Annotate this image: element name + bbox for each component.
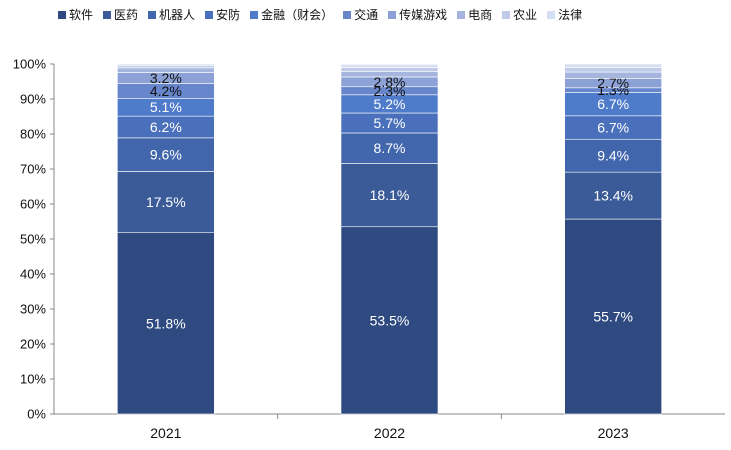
data-label: 2.8% bbox=[374, 74, 406, 90]
data-label: 55.7% bbox=[593, 309, 633, 325]
bar-segment bbox=[564, 171, 662, 220]
y-tick-label: 60% bbox=[20, 197, 46, 212]
data-label: 17.5% bbox=[146, 194, 186, 210]
data-label: 8.7% bbox=[374, 140, 406, 156]
legend-label: 交通 bbox=[354, 8, 379, 22]
data-label: 18.1% bbox=[370, 187, 410, 203]
data-label: 6.7% bbox=[597, 120, 629, 136]
legend-swatch bbox=[343, 10, 352, 19]
legend-swatch bbox=[148, 10, 157, 19]
legend-swatch bbox=[103, 10, 112, 19]
legend-label: 金融（财会） bbox=[261, 8, 334, 22]
legend-swatch bbox=[250, 10, 259, 19]
legend-label: 传媒游戏 bbox=[399, 8, 448, 22]
bar-segment bbox=[117, 137, 215, 172]
legend-item: 安防 bbox=[205, 6, 240, 23]
legend-label: 安防 bbox=[216, 8, 241, 22]
bar-segment bbox=[117, 65, 215, 69]
y-tick-label: 0% bbox=[27, 407, 46, 422]
legend-label: 法律 bbox=[558, 8, 583, 22]
data-label: 5.2% bbox=[374, 96, 406, 112]
legend-item: 传媒游戏 bbox=[388, 6, 447, 23]
x-tick-label: 2023 bbox=[598, 425, 629, 441]
y-tick-label: 70% bbox=[20, 162, 46, 177]
y-tick-label: 10% bbox=[20, 372, 46, 387]
bar-segment bbox=[564, 67, 662, 73]
legend-swatch bbox=[58, 10, 66, 19]
x-tick-label: 2021 bbox=[150, 425, 181, 441]
bar-segment bbox=[340, 67, 439, 72]
legend-item: 法律 bbox=[547, 6, 582, 23]
bar-segment bbox=[340, 163, 439, 228]
data-label: 4.2% bbox=[150, 83, 182, 99]
data-label: 5.7% bbox=[374, 115, 406, 131]
bar-segment bbox=[117, 63, 215, 67]
legend-label: 农业 bbox=[513, 8, 538, 22]
legend-swatch bbox=[502, 10, 511, 19]
x-tick-label: 2022 bbox=[374, 425, 405, 441]
data-label: 6.2% bbox=[150, 119, 182, 135]
legend-swatch bbox=[388, 10, 397, 19]
bar-segment bbox=[564, 71, 662, 79]
data-label: 13.4% bbox=[593, 188, 633, 204]
bar-segment bbox=[117, 171, 215, 233]
legend-swatch bbox=[205, 10, 214, 19]
legend-label: 电商 bbox=[468, 8, 493, 22]
chart-legend: 软件 医药 机器人 安防 金融（财会） 交通 传媒游戏 电商 农业 法律 bbox=[58, 6, 592, 23]
y-tick-label: 80% bbox=[20, 127, 46, 142]
legend-item: 软件 bbox=[58, 6, 93, 23]
y-tick-label: 50% bbox=[20, 232, 46, 247]
y-tick-label: 90% bbox=[20, 92, 46, 107]
data-label: 9.6% bbox=[150, 147, 182, 163]
legend-item: 农业 bbox=[502, 6, 537, 23]
y-tick-label: 100% bbox=[13, 57, 47, 72]
legend-label: 医药 bbox=[114, 8, 139, 22]
y-tick-label: 40% bbox=[20, 267, 46, 282]
bar-segment bbox=[564, 138, 662, 173]
bar-segment bbox=[564, 218, 662, 415]
data-label: 51.8% bbox=[146, 315, 186, 331]
data-label: 5.1% bbox=[150, 99, 182, 115]
bar-segment bbox=[340, 226, 439, 415]
data-label: 2.7% bbox=[597, 75, 629, 91]
legend-item: 金融（财会） bbox=[250, 6, 333, 23]
legend-label: 软件 bbox=[69, 8, 94, 22]
bar-segment bbox=[117, 67, 215, 73]
data-label: 6.7% bbox=[597, 96, 629, 112]
legend-item: 医药 bbox=[103, 6, 138, 23]
bar-segment bbox=[340, 64, 439, 68]
bar-segment bbox=[340, 71, 439, 78]
data-label: 53.5% bbox=[370, 312, 410, 328]
legend-item: 交通 bbox=[343, 6, 378, 23]
bar-segment bbox=[117, 232, 215, 415]
legend-label: 机器人 bbox=[159, 8, 196, 22]
data-label: 3.2% bbox=[150, 70, 182, 86]
data-label: 9.4% bbox=[597, 148, 629, 164]
legend-item: 电商 bbox=[457, 6, 492, 23]
bar-segment bbox=[564, 63, 662, 68]
legend-item: 机器人 bbox=[148, 6, 195, 23]
y-tick-label: 20% bbox=[20, 337, 46, 352]
y-tick-label: 30% bbox=[20, 302, 46, 317]
legend-swatch bbox=[457, 10, 466, 19]
legend-swatch bbox=[547, 10, 556, 19]
